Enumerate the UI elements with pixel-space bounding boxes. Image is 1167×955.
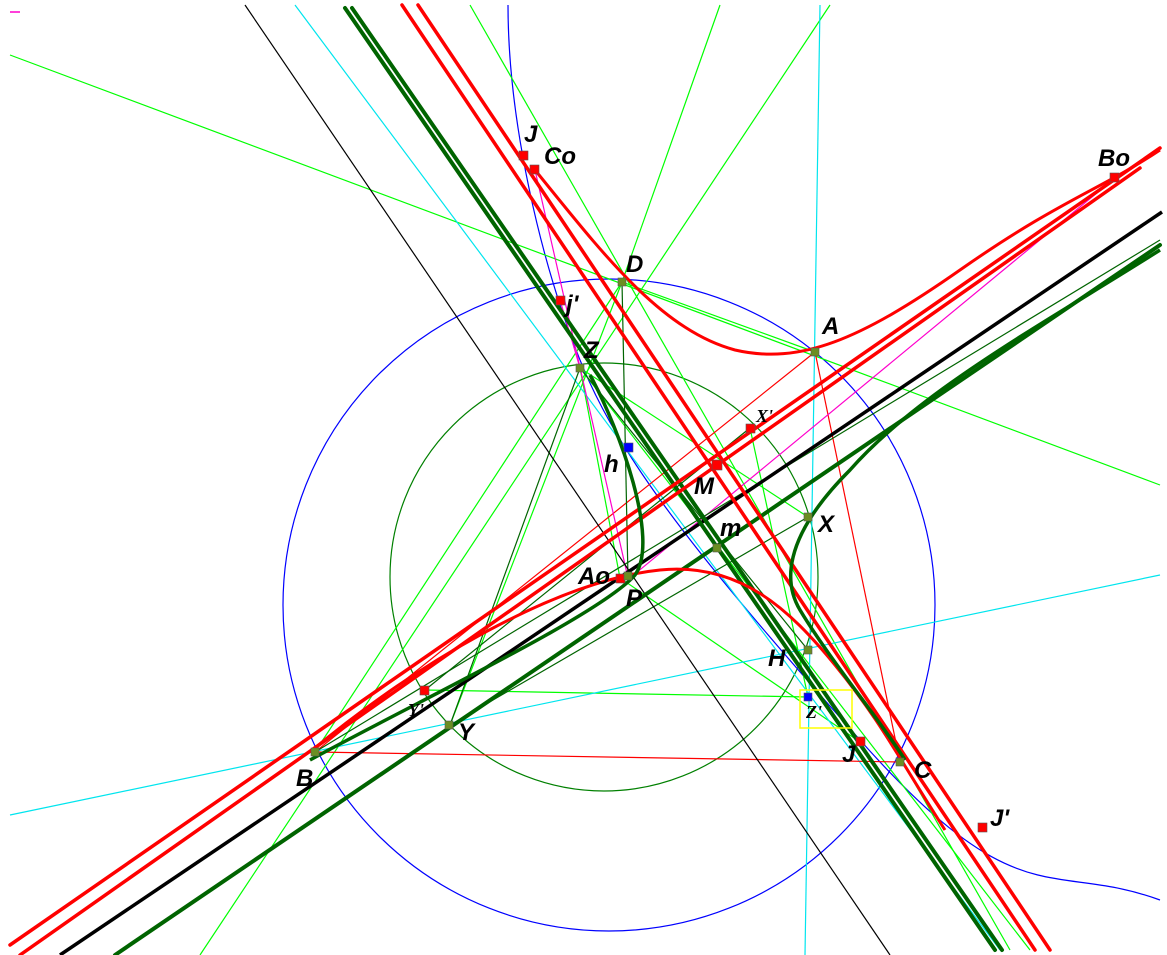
label-Bo: Bo — [1098, 145, 1130, 172]
label-m: m — [720, 515, 741, 542]
label-P: P — [626, 585, 643, 612]
point-C — [895, 757, 905, 767]
green-hyperbola-left — [309, 374, 645, 762]
nine-point-circle — [389, 362, 819, 792]
cyan-lines — [9, 4, 1161, 955]
point-J-prime — [977, 822, 988, 833]
label-M: M — [694, 473, 715, 500]
point-h — [623, 442, 634, 453]
green-lines — [9, 4, 1161, 955]
point-A — [810, 347, 820, 357]
label-Co: Co — [544, 143, 576, 170]
label-Z: Z — [583, 337, 600, 364]
black-thick-line — [59, 210, 1163, 955]
yellow-box — [799, 689, 853, 729]
dark-green-asymptotes — [113, 6, 1162, 955]
label-Ao: Ao — [577, 563, 610, 590]
red-thick-lines — [8, 3, 1162, 955]
label-H: H — [768, 645, 786, 672]
label-C: C — [914, 757, 932, 784]
point-Z-prime — [803, 692, 813, 702]
point-m — [712, 543, 722, 553]
label-B: B — [296, 765, 313, 792]
point-X-prime — [745, 423, 756, 434]
point-J-low — [855, 736, 866, 747]
point-Y — [444, 720, 454, 730]
points-layer — [310, 150, 1120, 833]
point-J-top — [518, 150, 529, 161]
label-A: A — [821, 313, 839, 340]
labels-layer: J Co Bo D j' A Z X' h M X m Ao P H Y' Z'… — [296, 121, 1130, 832]
label-Y: Y — [458, 719, 476, 746]
point-H — [803, 645, 813, 655]
label-J-top: J — [524, 121, 538, 148]
point-B — [310, 747, 320, 757]
point-Y-prime — [419, 685, 430, 696]
point-Ao — [615, 573, 626, 584]
point-Bo — [1109, 172, 1120, 183]
point-M — [711, 459, 723, 471]
label-J-low: J — [842, 741, 856, 768]
green-hyperbola-right — [788, 248, 1161, 761]
label-X: X — [816, 511, 836, 538]
label-D: D — [626, 251, 643, 278]
label-Y-prime: Y' — [408, 700, 424, 720]
red-hyperbola-upper — [533, 148, 1161, 356]
label-j-prime: j' — [563, 291, 580, 318]
circumcircle — [282, 278, 936, 932]
point-Co — [529, 164, 540, 175]
point-j-prime — [555, 295, 566, 306]
red-hyperbola-lower — [309, 567, 947, 831]
point-X — [803, 512, 813, 522]
label-J-prime: J' — [990, 805, 1010, 832]
point-P — [623, 571, 633, 581]
label-X-prime: X' — [755, 406, 773, 426]
black-thin-line — [244, 4, 891, 955]
label-h: h — [604, 451, 619, 478]
dark-green-thin-lines — [314, 239, 1161, 753]
point-Z — [575, 363, 585, 373]
point-D — [617, 277, 627, 287]
label-Z-prime: Z' — [805, 702, 822, 722]
